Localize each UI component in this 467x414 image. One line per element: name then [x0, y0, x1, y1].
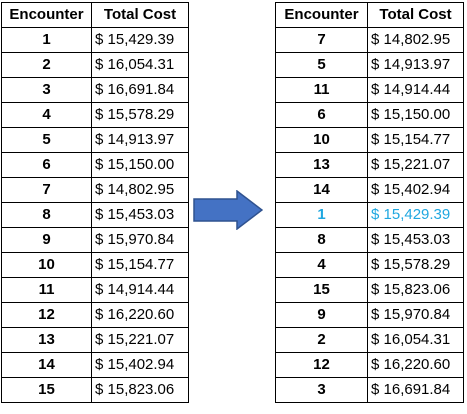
table-row: 15 $ 15,823.06	[1, 377, 189, 403]
encounter-cell: 1	[1, 27, 92, 53]
table-row: 9 $ 15,970.84	[1, 227, 189, 253]
table-row: 12 $ 16,220.60	[1, 302, 189, 328]
table-row: 4 $ 15,578.29	[1, 102, 189, 128]
table-row: 11 $ 14,914.44	[275, 77, 464, 103]
header-row: Encounter Total Cost	[1, 2, 189, 28]
arrow-right-icon	[193, 190, 263, 230]
encounter-cell: 8	[275, 227, 368, 253]
table-row: 3 $ 16,691.84	[1, 77, 189, 103]
total-cost-cell: $ 15,453.03	[367, 227, 464, 253]
table-row-highlighted: 1 $ 15,429.39	[275, 202, 464, 228]
table-row: 8 $ 15,453.03	[275, 227, 464, 253]
table-row: 15 $ 15,823.06	[275, 277, 464, 303]
encounter-cell: 9	[1, 227, 92, 253]
total-cost-cell: $ 15,154.77	[367, 127, 464, 153]
table-row: 10 $ 15,154.77	[1, 252, 189, 278]
total-cost-cell: $ 15,823.06	[367, 277, 464, 303]
total-cost-cell: $ 15,578.29	[91, 102, 189, 128]
total-cost-cell: $ 14,802.95	[367, 27, 464, 53]
total-cost-cell: $ 16,054.31	[91, 52, 189, 78]
encounter-header: Encounter	[275, 2, 368, 28]
table-row: 13 $ 15,221.07	[275, 152, 464, 178]
encounter-cell: 15	[1, 377, 92, 403]
total-cost-cell: $ 15,154.77	[91, 252, 189, 278]
table-row: 7 $ 14,802.95	[1, 177, 189, 203]
table-row: 2 $ 16,054.31	[1, 52, 189, 78]
encounter-cell: 14	[275, 177, 368, 203]
table-row: 10 $ 15,154.77	[275, 127, 464, 153]
total-cost-cell: $ 15,150.00	[91, 152, 189, 178]
encounter-cell: 6	[275, 102, 368, 128]
encounter-cell: 15	[275, 277, 368, 303]
total-cost-cell: $ 15,970.84	[367, 302, 464, 328]
encounter-cell: 1	[275, 202, 368, 228]
table-row: 2 $ 16,054.31	[275, 327, 464, 353]
total-cost-cell: $ 14,802.95	[91, 177, 189, 203]
encounter-cell: 3	[275, 377, 368, 403]
encounter-cell: 9	[275, 302, 368, 328]
total-cost-cell: $ 15,970.84	[91, 227, 189, 253]
table-row: 8 $ 15,453.03	[1, 202, 189, 228]
total-cost-cell: $ 14,914.44	[91, 277, 189, 303]
total-cost-header: Total Cost	[367, 2, 464, 28]
total-cost-cell: $ 16,220.60	[367, 352, 464, 378]
total-cost-cell: $ 15,402.94	[91, 352, 189, 378]
total-cost-cell: $ 15,453.03	[91, 202, 189, 228]
total-cost-cell: $ 15,402.94	[367, 177, 464, 203]
table-row: 6 $ 15,150.00	[1, 152, 189, 178]
header-row: Encounter Total Cost	[275, 2, 464, 28]
unsorted-encounter-table: Encounter Total Cost 1 $ 15,429.39 2 $ 16,0…	[1, 2, 189, 403]
table-row: 7 $ 14,802.95	[275, 27, 464, 53]
total-cost-header: Total Cost	[91, 2, 189, 28]
total-cost-cell: $ 16,691.84	[91, 77, 189, 103]
encounter-cell: 13	[275, 152, 368, 178]
encounter-cell: 10	[1, 252, 92, 278]
table-row: 4 $ 15,578.29	[275, 252, 464, 278]
table-row: 12 $ 16,220.60	[275, 352, 464, 378]
total-cost-cell: $ 16,220.60	[91, 302, 189, 328]
encounter-cell: 12	[1, 302, 92, 328]
table-row: 14 $ 15,402.94	[275, 177, 464, 203]
encounter-header: Encounter	[1, 2, 92, 28]
total-cost-cell: $ 16,054.31	[367, 327, 464, 353]
table-row: 11 $ 14,914.44	[1, 277, 189, 303]
encounter-cell: 11	[1, 277, 92, 303]
total-cost-cell: $ 14,913.97	[91, 127, 189, 153]
total-cost-cell: $ 15,150.00	[367, 102, 464, 128]
table-row: 13 $ 15,221.07	[1, 327, 189, 353]
table-row: 3 $ 16,691.84	[275, 377, 464, 403]
table-row: 9 $ 15,970.84	[275, 302, 464, 328]
encounter-cell: 4	[275, 252, 368, 278]
total-cost-cell: $ 16,691.84	[367, 377, 464, 403]
sorted-encounter-table: Encounter Total Cost 7 $ 14,802.95 5 $ 14,9…	[275, 2, 464, 403]
encounter-cell: 10	[275, 127, 368, 153]
encounter-cell: 3	[1, 77, 92, 103]
total-cost-cell: $ 14,914.44	[367, 77, 464, 103]
total-cost-cell: $ 15,221.07	[367, 152, 464, 178]
total-cost-cell: $ 14,913.97	[367, 52, 464, 78]
encounter-cell: 7	[275, 27, 368, 53]
total-cost-cell: $ 15,221.07	[91, 327, 189, 353]
encounter-cell: 7	[1, 177, 92, 203]
encounter-cell: 2	[1, 52, 92, 78]
table-row: 5 $ 14,913.97	[1, 127, 189, 153]
table-row: 5 $ 14,913.97	[275, 52, 464, 78]
encounter-cell: 8	[1, 202, 92, 228]
encounter-cell: 6	[1, 152, 92, 178]
encounter-cell: 11	[275, 77, 368, 103]
encounter-cell: 13	[1, 327, 92, 353]
table-row: 14 $ 15,402.94	[1, 352, 189, 378]
total-cost-cell: $ 15,429.39	[91, 27, 189, 53]
encounter-cell: 5	[275, 52, 368, 78]
encounter-cell: 2	[275, 327, 368, 353]
total-cost-cell: $ 15,578.29	[367, 252, 464, 278]
encounter-cell: 5	[1, 127, 92, 153]
table-row: 1 $ 15,429.39	[1, 27, 189, 53]
total-cost-cell: $ 15,823.06	[91, 377, 189, 403]
total-cost-cell: $ 15,429.39	[367, 202, 464, 228]
table-row: 6 $ 15,150.00	[275, 102, 464, 128]
encounter-cell: 4	[1, 102, 92, 128]
encounter-cell: 14	[1, 352, 92, 378]
encounter-cell: 12	[275, 352, 368, 378]
